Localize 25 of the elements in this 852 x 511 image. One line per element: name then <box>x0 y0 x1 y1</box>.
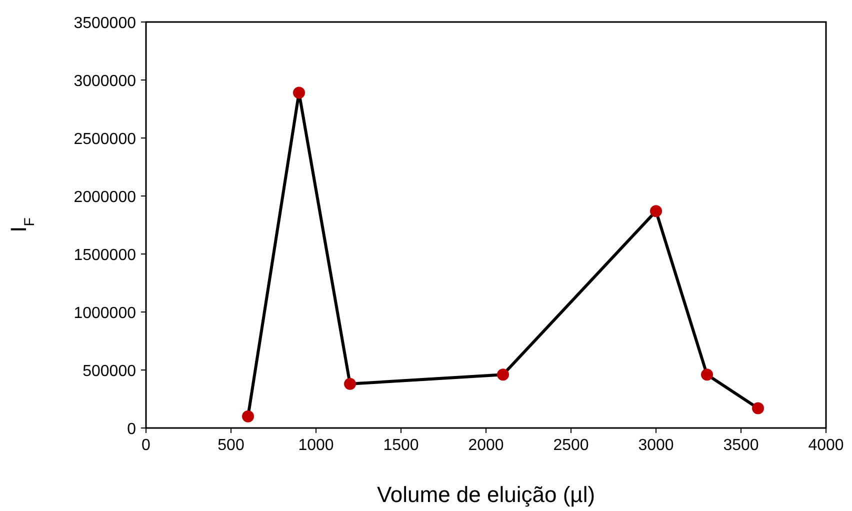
y-tick-label: 1500000 <box>74 247 136 264</box>
x-tick-label: 2500 <box>553 437 589 454</box>
x-tick-label: 4000 <box>808 437 844 454</box>
y-tick-label: 2000000 <box>74 189 136 206</box>
point <box>650 205 662 218</box>
point <box>497 368 509 381</box>
x-tick-label: 0 <box>142 437 151 454</box>
x-tick-label: 500 <box>218 437 244 454</box>
x-axis-title: Volume de eluição (µl) <box>376 482 596 507</box>
y-tick-label: 3500000 <box>74 15 136 32</box>
y-tick-label: 3000000 <box>74 73 136 90</box>
x-tick-label: 2000 <box>468 437 504 454</box>
point <box>701 368 713 381</box>
point <box>752 402 764 414</box>
y-tick-label: 2500000 <box>74 131 136 148</box>
y-tick-label: 500000 <box>82 363 136 380</box>
x-tick-label: 1500 <box>383 437 419 454</box>
point <box>242 410 254 422</box>
y-tick-label: 0 <box>127 421 136 438</box>
point <box>293 86 305 99</box>
point <box>344 378 356 390</box>
y-tick-label: 1000000 <box>74 305 136 322</box>
x-tick-label: 3500 <box>723 437 759 454</box>
x-tick-label: 3000 <box>638 437 674 454</box>
x-tick-label: 1000 <box>298 437 334 454</box>
